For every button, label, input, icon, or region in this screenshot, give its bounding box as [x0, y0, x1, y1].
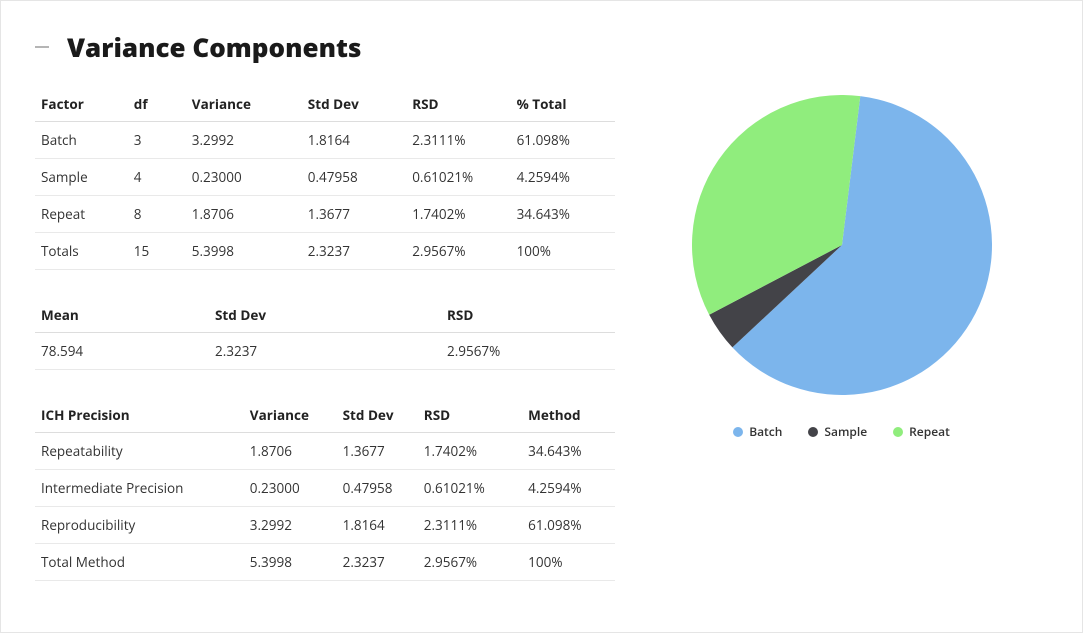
table-cell: 100%	[511, 233, 615, 270]
table-cell: 3.2992	[186, 122, 302, 159]
table-cell: 1.8164	[302, 122, 406, 159]
column-header: Std Dev	[209, 298, 441, 333]
legend-swatch-icon	[808, 427, 818, 437]
legend-swatch-icon	[893, 427, 903, 437]
table-row: Reproducibility3.29921.81642.3111%61.098…	[35, 507, 615, 544]
table-cell: 1.7402%	[418, 433, 522, 470]
legend-item-repeat[interactable]: Repeat	[893, 423, 950, 440]
table-cell: Reproducibility	[35, 507, 244, 544]
table-cell: Batch	[35, 122, 128, 159]
table-cell: 8	[128, 196, 186, 233]
table-cell: 34.643%	[522, 433, 615, 470]
table-cell: 1.8706	[186, 196, 302, 233]
table-cell: 2.3237	[302, 233, 406, 270]
legend-swatch-icon	[733, 427, 743, 437]
table-cell: 5.3998	[186, 233, 302, 270]
column-header: Std Dev	[302, 87, 406, 122]
table-row: 78.5942.32372.9567%	[35, 333, 615, 370]
table-cell: 2.3111%	[418, 507, 522, 544]
summary-stats-table: MeanStd DevRSD78.5942.32372.9567%	[35, 298, 615, 370]
table-cell: Repeat	[35, 196, 128, 233]
factor-table: FactordfVarianceStd DevRSD% TotalBatch33…	[35, 87, 615, 270]
table-cell: 61.098%	[522, 507, 615, 544]
tables-column: FactordfVarianceStd DevRSD% TotalBatch33…	[35, 87, 615, 609]
table-cell: Intermediate Precision	[35, 470, 244, 507]
legend-item-sample[interactable]: Sample	[808, 423, 867, 440]
table-cell: 1.7402%	[406, 196, 510, 233]
table-row: Repeatability1.87061.36771.7402%34.643%	[35, 433, 615, 470]
table-cell: 61.098%	[511, 122, 615, 159]
table-cell: 15	[128, 233, 186, 270]
column-header: RSD	[441, 298, 615, 333]
legend-label: Sample	[824, 423, 867, 440]
table-cell: Total Method	[35, 544, 244, 581]
table-cell: 1.3677	[302, 196, 406, 233]
table-cell: 3	[128, 122, 186, 159]
legend-label: Batch	[749, 423, 782, 440]
column-header: % Total	[511, 87, 615, 122]
variance-components-panel: Variance Components FactordfVarianceStd …	[0, 0, 1083, 633]
table-cell: 34.643%	[511, 196, 615, 233]
table-cell: 2.3237	[209, 333, 441, 370]
table-cell: 4	[128, 159, 186, 196]
table-cell: Totals	[35, 233, 128, 270]
column-header: RSD	[406, 87, 510, 122]
table-cell: 4.2594%	[511, 159, 615, 196]
column-header: Mean	[35, 298, 209, 333]
table-row: Sample40.230000.479580.61021%4.2594%	[35, 159, 615, 196]
table-cell: 2.3237	[337, 544, 418, 581]
panel-title: Variance Components	[67, 29, 361, 65]
column-header: ICH Precision	[35, 398, 244, 433]
legend-item-batch[interactable]: Batch	[733, 423, 782, 440]
table-cell: 5.3998	[244, 544, 337, 581]
table-cell: Repeatability	[35, 433, 244, 470]
column-header: Method	[522, 398, 615, 433]
table-cell: 0.23000	[244, 470, 337, 507]
table-cell: 0.47958	[337, 470, 418, 507]
column-header: Factor	[35, 87, 128, 122]
table-row: Totals155.39982.32372.9567%100%	[35, 233, 615, 270]
table-cell: 3.2992	[244, 507, 337, 544]
table-cell: 1.3677	[337, 433, 418, 470]
table-cell: 0.61021%	[406, 159, 510, 196]
panel-header: Variance Components	[35, 29, 1048, 65]
column-header: RSD	[418, 398, 522, 433]
table-cell: 100%	[522, 544, 615, 581]
table-row: Repeat81.87061.36771.7402%34.643%	[35, 196, 615, 233]
column-header: df	[128, 87, 186, 122]
legend-label: Repeat	[909, 423, 950, 440]
table-row: Total Method5.39982.32372.9567%100%	[35, 544, 615, 581]
ich-precision-table: ICH PrecisionVarianceStd DevRSDMethodRep…	[35, 398, 615, 581]
table-row: Batch33.29921.81642.3111%61.098%	[35, 122, 615, 159]
pie-legend: Batch Sample Repeat	[733, 423, 950, 440]
table-cell: 0.47958	[302, 159, 406, 196]
column-header: Variance	[186, 87, 302, 122]
collapse-icon[interactable]	[35, 46, 49, 48]
table-cell: 1.8706	[244, 433, 337, 470]
table-cell: 1.8164	[337, 507, 418, 544]
column-header: Variance	[244, 398, 337, 433]
table-cell: 2.9567%	[406, 233, 510, 270]
variance-pie-chart	[692, 95, 992, 395]
table-cell: 78.594	[35, 333, 209, 370]
table-cell: 2.9567%	[441, 333, 615, 370]
table-cell: 2.9567%	[418, 544, 522, 581]
table-cell: Sample	[35, 159, 128, 196]
panel-content: FactordfVarianceStd DevRSD% TotalBatch33…	[35, 87, 1048, 609]
table-cell: 0.61021%	[418, 470, 522, 507]
table-cell: 4.2594%	[522, 470, 615, 507]
chart-area: Batch Sample Repeat	[615, 87, 1048, 609]
column-header: Std Dev	[337, 398, 418, 433]
table-row: Intermediate Precision0.230000.479580.61…	[35, 470, 615, 507]
table-cell: 2.3111%	[406, 122, 510, 159]
table-cell: 0.23000	[186, 159, 302, 196]
